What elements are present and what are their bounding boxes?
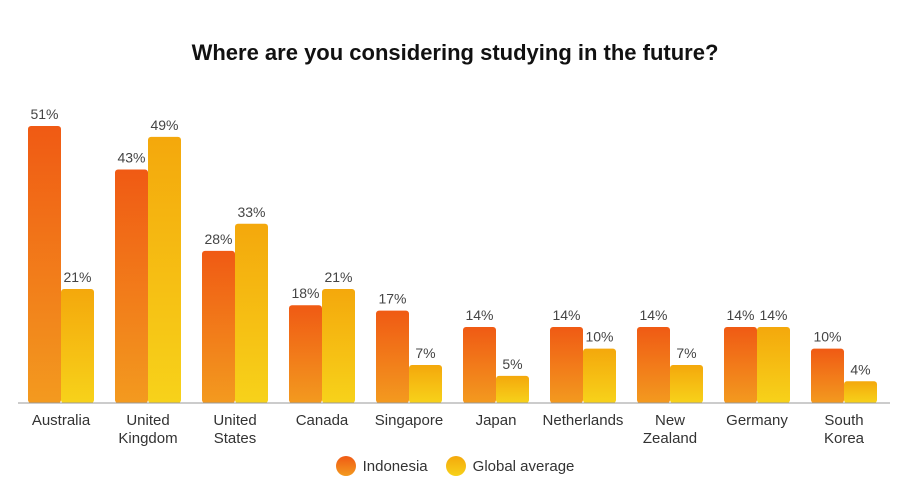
data-label-indonesia-united-kingdom: 43%	[117, 149, 145, 165]
x-tick-label-australia: Australia	[32, 412, 91, 429]
bar-indonesia-united-kingdom	[115, 169, 148, 403]
data-label-global-average-united-states: 33%	[237, 204, 265, 220]
bar-indonesia-south-korea	[811, 348, 844, 403]
data-label-global-average-netherlands: 10%	[585, 329, 613, 345]
legend-item-global-average: Global average	[445, 456, 575, 476]
bar-global-average-germany	[757, 326, 790, 403]
data-label-indonesia-germany: 14%	[726, 307, 754, 323]
x-tick-label-singapore: Singapore	[375, 412, 443, 429]
data-label-indonesia-united-states: 28%	[204, 231, 232, 247]
legend-swatch-indonesia	[335, 456, 356, 476]
x-tick-label-japan: Japan	[476, 412, 517, 429]
data-label-global-average-new-zealand: 7%	[676, 345, 696, 361]
bar-indonesia-new-zealand	[637, 326, 670, 403]
bar-global-average-japan	[496, 375, 529, 403]
bar-indonesia-australia	[28, 126, 61, 403]
data-label-indonesia-netherlands: 14%	[552, 307, 580, 323]
data-label-indonesia-new-zealand: 14%	[639, 307, 667, 323]
x-tick-label-south-korea: South Korea	[824, 412, 865, 447]
x-tick-label-germany: Germany	[726, 412, 788, 429]
legend-swatch-global-average	[445, 456, 466, 476]
bar-indonesia-netherlands	[550, 326, 583, 403]
legend-label-indonesia: Indonesia	[362, 457, 428, 475]
data-label-indonesia-singapore: 17%	[378, 291, 406, 307]
bar-global-average-south-korea	[844, 381, 877, 403]
data-label-global-average-singapore: 7%	[415, 345, 435, 361]
bar-global-average-canada	[322, 288, 355, 403]
legend-item-indonesia: Indonesia	[335, 456, 428, 476]
data-label-global-average-south-korea: 4%	[850, 361, 870, 377]
data-label-indonesia-canada: 18%	[291, 285, 319, 301]
legend-label-global-average: Global average	[472, 457, 575, 475]
bar-indonesia-canada	[289, 305, 322, 403]
legend: Indonesia Global average	[0, 456, 910, 476]
bar-indonesia-japan	[463, 326, 496, 403]
bar-indonesia-singapore	[376, 310, 409, 403]
bar-indonesia-united-states	[202, 250, 235, 403]
chart-title: Where are you considering studying in th…	[191, 40, 719, 65]
data-label-indonesia-australia: 51%	[30, 106, 58, 122]
x-tick-label-netherlands: Netherlands	[543, 412, 624, 429]
data-label-global-average-germany: 14%	[759, 307, 787, 323]
data-label-global-average-united-kingdom: 49%	[150, 117, 178, 133]
x-tick-label-united-kingdom: United Kingdom	[118, 412, 177, 447]
bar-indonesia-germany	[724, 326, 757, 403]
data-label-indonesia-japan: 14%	[465, 307, 493, 323]
bar-global-average-netherlands	[583, 348, 616, 403]
bar-global-average-united-kingdom	[148, 136, 181, 404]
data-label-global-average-japan: 5%	[502, 356, 522, 372]
data-label-global-average-canada: 21%	[324, 269, 352, 285]
data-label-global-average-australia: 21%	[63, 269, 91, 285]
bar-global-average-singapore	[409, 364, 442, 403]
bar-global-average-australia	[61, 288, 94, 403]
x-tick-label-canada: Canada	[296, 412, 349, 429]
bar-global-average-united-states	[235, 223, 268, 403]
data-label-indonesia-south-korea: 10%	[813, 329, 841, 345]
bar-global-average-new-zealand	[670, 364, 703, 403]
x-tick-label-new-zealand: New Zealand	[643, 412, 697, 447]
x-tick-label-united-states: United States	[213, 412, 256, 447]
